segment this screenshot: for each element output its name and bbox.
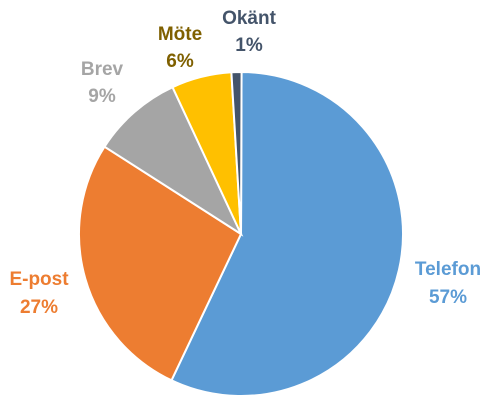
- slice-label-value: 1%: [235, 35, 263, 56]
- slice-label-value: 9%: [88, 86, 116, 107]
- slice-label-name: Telefon: [415, 259, 481, 280]
- slice-label-name: Möte: [158, 24, 202, 45]
- slice-labels: Telefon 57% E-post 27% Brev 9% Möte 6% Okänt 1%: [9, 8, 481, 318]
- slice-label-name: Okänt: [222, 8, 277, 29]
- pie-slice-telefon: [170, 70, 404, 397]
- slice-label-value: 6%: [166, 51, 194, 72]
- slice-label-name: Brev: [81, 59, 124, 80]
- pie-slice-ok-nt: [230, 70, 243, 235]
- slice-label-value: 57%: [429, 287, 467, 308]
- pie-slice-e-post: [78, 145, 243, 382]
- slice-label-name: E-post: [9, 269, 69, 290]
- pie-slice-brev: [103, 85, 244, 237]
- pie-slices: [78, 70, 404, 397]
- slice-label-value: 27%: [20, 297, 58, 318]
